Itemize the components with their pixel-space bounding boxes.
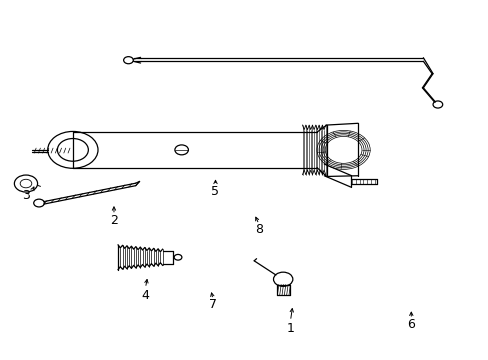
Text: 8: 8 [254,223,263,236]
Text: 7: 7 [209,298,217,311]
Text: 2: 2 [110,214,118,227]
Text: 4: 4 [141,289,149,302]
Text: 1: 1 [286,321,294,335]
Text: 5: 5 [211,185,219,198]
Text: 3: 3 [22,189,30,202]
Text: 6: 6 [407,318,414,331]
